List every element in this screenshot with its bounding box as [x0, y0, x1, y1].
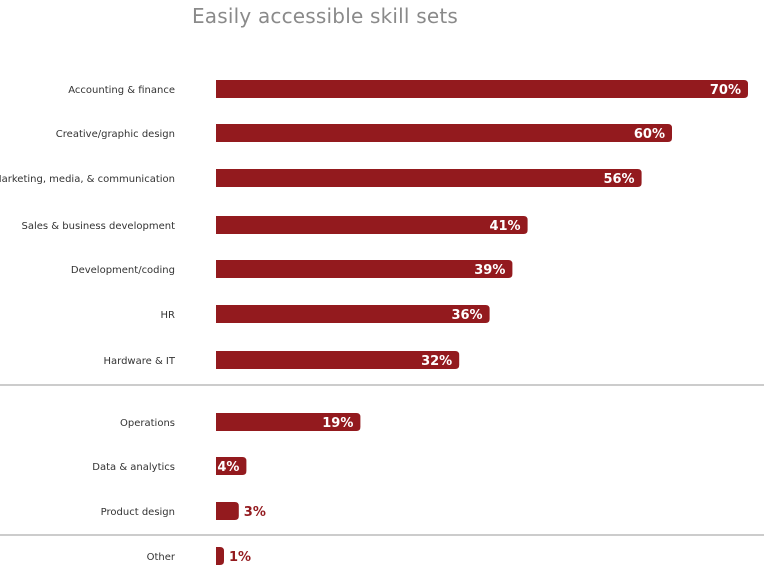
- chart-title: Easily accessible skill sets: [191, 4, 459, 28]
- value-label: 19%: [322, 416, 353, 431]
- category-label: Sales & business development: [21, 221, 175, 232]
- category-label: Data & analytics: [92, 462, 175, 473]
- category-label: Operations: [120, 418, 175, 429]
- value-label: 32%: [421, 354, 452, 369]
- bar: [216, 124, 672, 142]
- category-label: Hardware & IT: [104, 356, 176, 367]
- value-label: 56%: [603, 172, 634, 187]
- value-label: 3%: [244, 505, 266, 520]
- bar: [216, 351, 460, 369]
- value-label: 1%: [229, 550, 251, 565]
- category-label: Marketing, media, & communication: [0, 174, 175, 185]
- bar: [216, 216, 528, 234]
- category-label: Other: [147, 552, 176, 563]
- value-label: 41%: [489, 219, 520, 234]
- value-label: 60%: [634, 127, 665, 142]
- value-label: 70%: [710, 83, 741, 98]
- value-label: 4%: [217, 460, 239, 475]
- bar: [216, 457, 247, 475]
- category-label: HR: [161, 310, 176, 321]
- bar: [216, 305, 490, 323]
- bar: [216, 169, 642, 187]
- bar: [216, 547, 224, 565]
- category-label: Creative/graphic design: [56, 129, 175, 140]
- bar: [216, 502, 239, 520]
- bar: [216, 413, 361, 431]
- bar: [216, 260, 513, 278]
- value-label: 39%: [474, 263, 505, 278]
- category-label: Development/coding: [71, 265, 175, 276]
- value-label: 36%: [451, 308, 482, 323]
- bar: [216, 80, 748, 98]
- category-label: Accounting & finance: [68, 85, 175, 96]
- category-label: Product design: [101, 507, 175, 518]
- bars-layer: Accounting & finance 70% Creative/graphic …: [0, 80, 764, 565]
